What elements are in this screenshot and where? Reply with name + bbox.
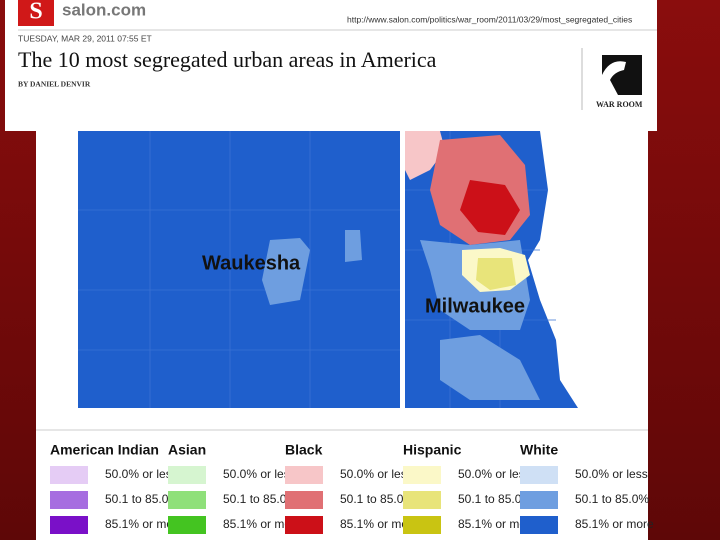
legend-label: 50.0% or less (458, 467, 531, 481)
legend-swatch (403, 516, 441, 534)
url: http://www.salon.com/politics/war_room/2… (347, 14, 632, 24)
legend-group-name: Black (285, 442, 323, 458)
legend-swatch (520, 466, 558, 484)
header-panel (5, 0, 657, 131)
legend: American Indian 50.0% or less 50.1 to 85.0… (50, 442, 654, 534)
legend-swatch (168, 516, 206, 534)
legend-group-name: White (520, 442, 558, 458)
logo-box (18, 0, 54, 26)
legend-swatch (50, 466, 88, 484)
eagle-icon (602, 55, 642, 95)
legend-group-name: Hispanic (403, 442, 462, 458)
legend-label: 50.1 to 85.0% (223, 492, 297, 506)
date: TUESDAY, MAR 29, 2011 07:55 ET (18, 33, 152, 43)
legend-group-name: Asian (168, 442, 206, 458)
legend-label: 50.1 to 85.0% (458, 492, 532, 506)
byline: BY DANIEL DENVIR (18, 80, 91, 89)
section-label: WAR ROOM (596, 100, 643, 109)
legend-label: 85.1% or more (458, 517, 537, 531)
legend-swatch (403, 491, 441, 509)
legend-label: 50.0% or less (340, 467, 413, 481)
map-label: Milwaukee (425, 295, 525, 317)
legend-label: 85.1% or more (223, 517, 302, 531)
hispanic-medium-area (476, 258, 516, 290)
legend-swatch (50, 491, 88, 509)
black-high-area (460, 180, 520, 235)
legend-swatch (520, 516, 558, 534)
map-label: Waukesha (202, 252, 301, 274)
waukesha-county (78, 131, 400, 408)
legend-swatch (168, 491, 206, 509)
legend-label: 85.1% or more (340, 517, 419, 531)
white-medium-area (345, 230, 362, 262)
legend-label: 50.1 to 85.0% (575, 492, 649, 506)
legend-swatch (403, 466, 441, 484)
white-medium-area (262, 238, 310, 305)
legend-label: 85.1% or more (575, 517, 654, 531)
legend-swatch (168, 466, 206, 484)
legend-swatch (285, 466, 323, 484)
headline: The 10 most segregated urban areas in Am… (18, 47, 437, 72)
legend-swatch (285, 491, 323, 509)
map: Waukesha Milwaukee (78, 131, 578, 408)
legend-label: 50.0% or less (575, 467, 648, 481)
logo-letter: S (29, 0, 42, 25)
legend-swatch (520, 491, 558, 509)
site-name: salon.com (62, 0, 146, 19)
white-medium-area (440, 335, 540, 400)
legend-label: 50.1 to 85.0% (340, 492, 414, 506)
legend-label: 50.1 to 85.0% (105, 492, 179, 506)
black-low-area (405, 131, 445, 180)
legend-label: 50.0% or less (105, 467, 178, 481)
legend-label: 85.1% or more (105, 517, 184, 531)
legend-group-name: American Indian (50, 442, 159, 458)
legend-label: 50.0% or less (223, 467, 296, 481)
legend-swatch (50, 516, 88, 534)
legend-swatch (285, 516, 323, 534)
